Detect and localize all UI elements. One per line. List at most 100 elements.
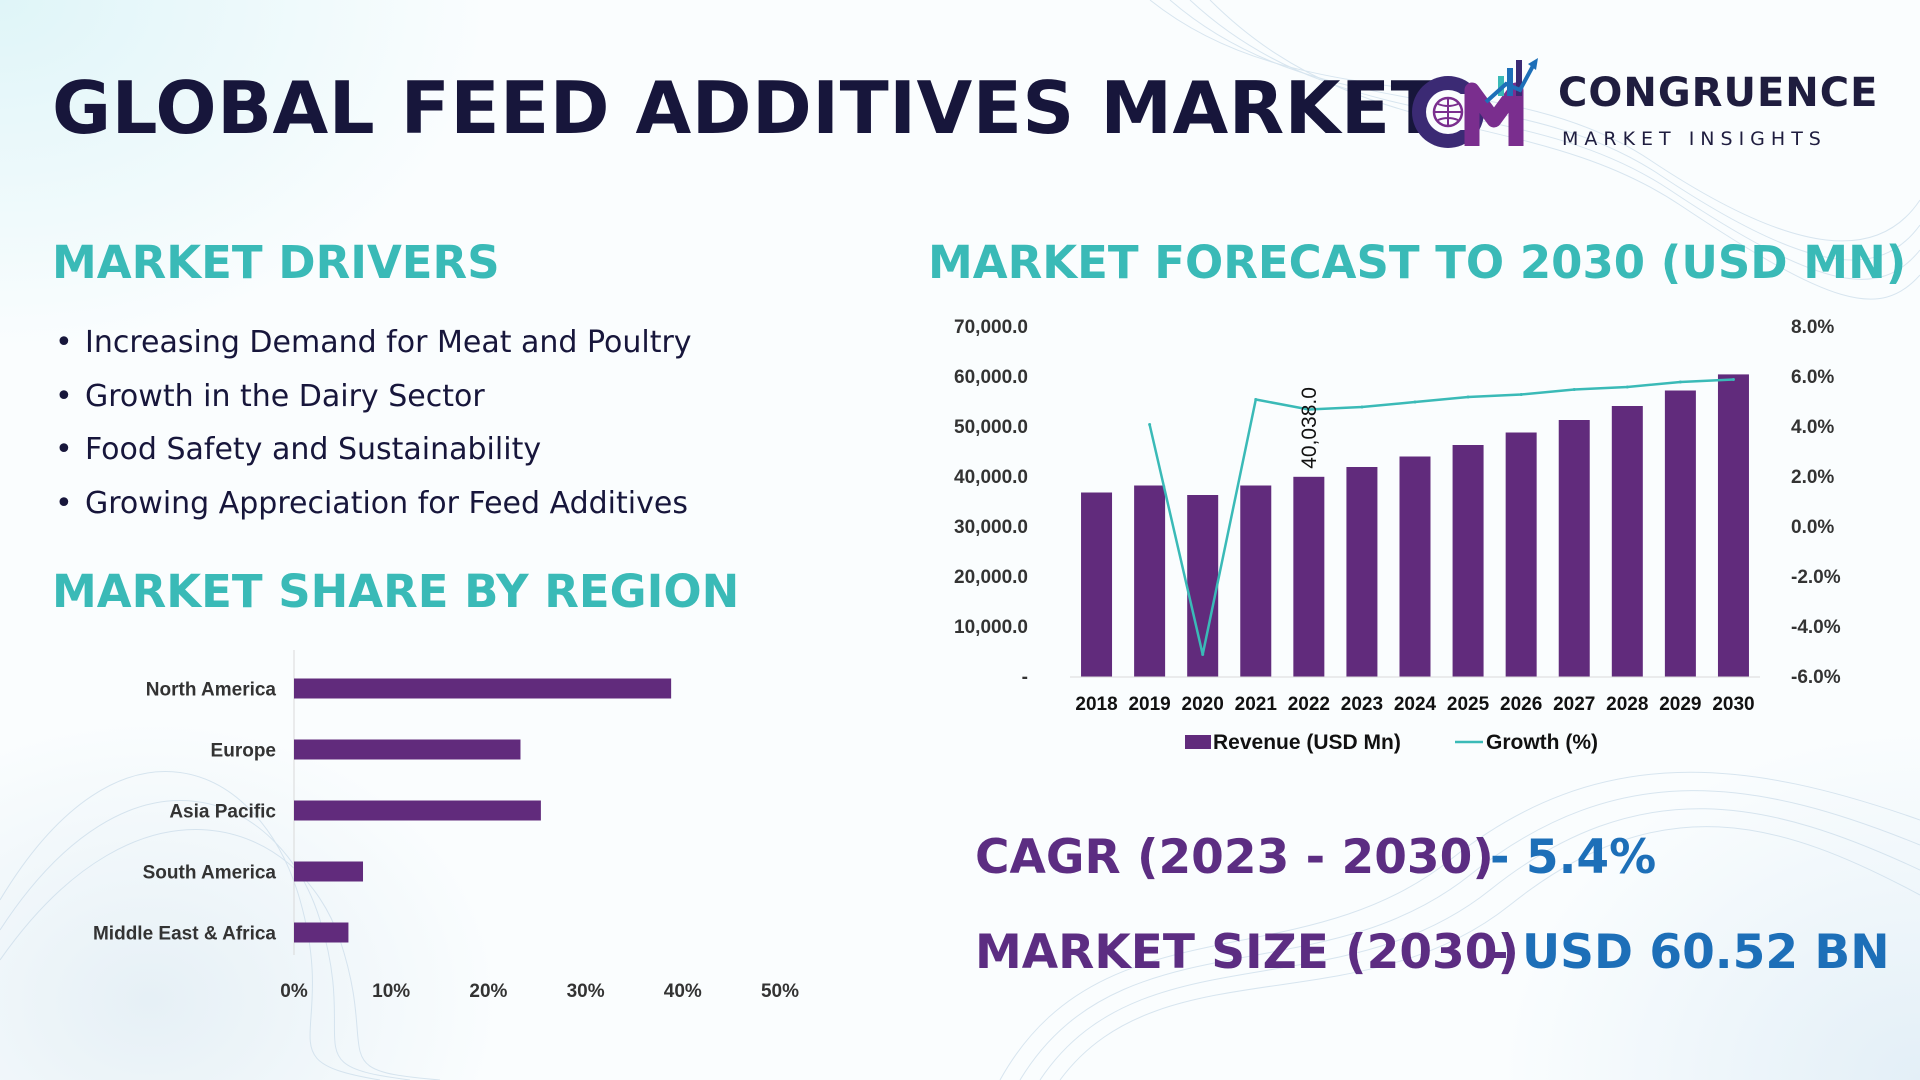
revenue-data-label: 40,038.0 bbox=[1298, 387, 1321, 469]
region-category-label: South America bbox=[143, 863, 277, 884]
market-size-value: USD 60.52 BN bbox=[1522, 925, 1890, 980]
revenue-bar bbox=[1717, 374, 1749, 677]
forecast-x-tick: 2024 bbox=[1394, 694, 1437, 715]
forecast-x-tick: 2023 bbox=[1341, 694, 1383, 715]
revenue-bar bbox=[1664, 390, 1696, 677]
growth-point bbox=[1201, 653, 1205, 656]
forecast-right-tick: 2.0% bbox=[1791, 467, 1834, 488]
growth-point bbox=[1307, 408, 1311, 411]
cagr-value: - 5.4% bbox=[1490, 830, 1657, 885]
drivers-heading: MARKET DRIVERS bbox=[52, 236, 500, 289]
market-size-label: MARKET SIZE (2030) bbox=[975, 925, 1519, 980]
drivers-list: • Increasing Demand for Meat and Poultry … bbox=[55, 318, 692, 532]
driver-item: • Food Safety and Sustainability bbox=[55, 425, 692, 479]
forecast-chart: - 10,000.0 20,000.0 30,000.0 40,000.0 50,000.… bbox=[954, 317, 1841, 754]
forecast-x-tick: 2026 bbox=[1500, 694, 1542, 715]
driver-text: Increasing Demand for Meat and Poultry bbox=[85, 325, 692, 360]
growth-point bbox=[1466, 395, 1470, 399]
logo-subtitle: MARKET INSIGHTS bbox=[1562, 128, 1827, 150]
market-size-dash: – bbox=[1485, 925, 1509, 980]
growth-point bbox=[1413, 400, 1417, 404]
driver-text: Growing Appreciation for Feed Additives bbox=[85, 485, 688, 521]
forecast-x-tick: 2022 bbox=[1288, 694, 1330, 715]
forecast-heading: MARKET FORECAST TO 2030 (USD MN) bbox=[928, 236, 1907, 289]
region-category-label: Asia Pacific bbox=[169, 802, 276, 823]
region-x-tick: 20% bbox=[469, 981, 507, 1000]
driver-text: Food Safety and Sustainability bbox=[85, 432, 542, 467]
bullet-icon: • bbox=[55, 432, 73, 467]
region-share-chart: North America Europe Asia Pacific South Ame… bbox=[93, 650, 799, 1000]
brand-logo: CONGRUENCE MARKET INSIGHTS bbox=[1402, 54, 1877, 158]
growth-point bbox=[1519, 393, 1523, 396]
region-category-label: North America bbox=[146, 680, 277, 701]
bullet-icon: • bbox=[55, 485, 73, 521]
forecast-right-tick: -6.0% bbox=[1791, 667, 1841, 688]
growth-point bbox=[1572, 388, 1576, 391]
region-bar bbox=[294, 861, 364, 882]
forecast-left-tick: 20,000.0 bbox=[954, 567, 1028, 588]
region-x-tick: 50% bbox=[761, 981, 799, 1000]
cagr-label: CAGR (2023 - 2030) bbox=[975, 830, 1494, 885]
forecast-right-tick: -2.0% bbox=[1791, 567, 1841, 588]
revenue-bar bbox=[1187, 495, 1219, 677]
forecast-x-tick: 2028 bbox=[1606, 694, 1648, 715]
forecast-right-tick: 4.0% bbox=[1791, 417, 1834, 438]
driver-item: • Increasing Demand for Meat and Poultry bbox=[55, 318, 692, 372]
forecast-left-tick: - bbox=[1022, 667, 1028, 688]
forecast-x-tick: 2029 bbox=[1659, 694, 1701, 715]
growth-point bbox=[1360, 405, 1364, 409]
growth-point bbox=[1625, 385, 1629, 389]
forecast-x-tick: 2020 bbox=[1182, 694, 1224, 715]
forecast-x-tick: 2019 bbox=[1128, 694, 1170, 715]
growth-point bbox=[1678, 380, 1682, 384]
region-bar bbox=[294, 739, 521, 760]
revenue-bar bbox=[1399, 456, 1431, 677]
region-bar bbox=[294, 678, 672, 699]
growth-line bbox=[1148, 378, 1734, 655]
forecast-x-tick: 2027 bbox=[1553, 694, 1595, 715]
driver-text: Growth in the Dairy Sector bbox=[85, 378, 485, 414]
legend-growth-label: Growth (%) bbox=[1486, 731, 1598, 754]
forecast-x-tick: 2018 bbox=[1075, 694, 1117, 715]
region-category-label: Europe bbox=[211, 741, 276, 762]
driver-item: • Growth in the Dairy Sector bbox=[55, 372, 692, 426]
region-x-tick: 10% bbox=[372, 981, 410, 1000]
revenue-bar bbox=[1134, 485, 1166, 677]
logo-mark-icon bbox=[1412, 58, 1538, 148]
legend-revenue-swatch bbox=[1185, 735, 1211, 749]
logo-name: CONGRUENCE bbox=[1558, 70, 1879, 116]
region-bar bbox=[294, 800, 541, 821]
forecast-left-tick: 40,000.0 bbox=[954, 467, 1028, 488]
bullet-icon: • bbox=[55, 325, 73, 360]
revenue-bar bbox=[1293, 476, 1325, 677]
growth-point bbox=[1148, 423, 1152, 426]
forecast-left-tick: 60,000.0 bbox=[954, 367, 1028, 388]
revenue-bar bbox=[1081, 492, 1113, 677]
forecast-right-tick: 8.0% bbox=[1791, 317, 1834, 338]
page-title: GLOBAL FEED ADDITIVES MARKET bbox=[52, 66, 1441, 150]
forecast-right-tick: 0.0% bbox=[1791, 517, 1834, 538]
region-x-tick: 30% bbox=[567, 981, 605, 1000]
legend-revenue-label: Revenue (USD Mn) bbox=[1213, 731, 1401, 754]
revenue-bar bbox=[1558, 420, 1590, 677]
driver-item: • Growing Appreciation for Feed Additives bbox=[55, 479, 692, 533]
forecast-right-tick: 6.0% bbox=[1791, 367, 1834, 388]
forecast-left-tick: 70,000.0 bbox=[954, 317, 1028, 338]
region-x-tick: 40% bbox=[664, 981, 702, 1000]
region-x-tick: 0% bbox=[280, 981, 308, 1000]
revenue-bar bbox=[1611, 406, 1643, 677]
forecast-left-tick: 50,000.0 bbox=[954, 417, 1028, 438]
growth-point bbox=[1254, 398, 1258, 401]
forecast-left-tick: 30,000.0 bbox=[954, 517, 1028, 538]
forecast-right-tick: -4.0% bbox=[1791, 617, 1841, 638]
growth-point bbox=[1731, 378, 1735, 381]
forecast-x-tick: 2030 bbox=[1712, 694, 1754, 715]
revenue-bar bbox=[1346, 467, 1378, 677]
forecast-left-tick: 10,000.0 bbox=[954, 617, 1028, 638]
region-heading: MARKET SHARE BY REGION bbox=[52, 565, 740, 618]
revenue-bar bbox=[1452, 445, 1484, 677]
revenue-bar bbox=[1240, 485, 1272, 677]
bullet-icon: • bbox=[55, 378, 73, 414]
forecast-x-tick: 2025 bbox=[1447, 694, 1490, 715]
region-bar bbox=[294, 922, 349, 943]
